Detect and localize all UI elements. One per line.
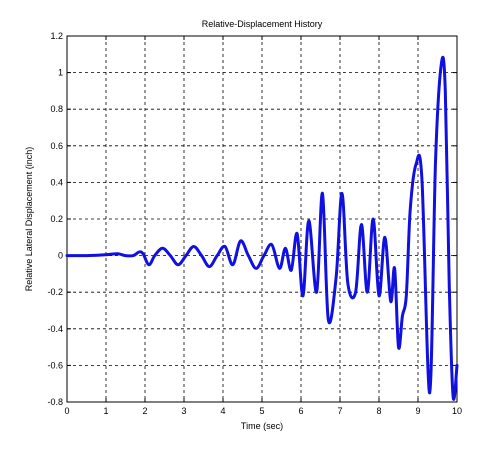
y-tick-label: -0.2 (47, 287, 63, 297)
y-tick-label: 0.4 (50, 177, 63, 187)
x-tick-label: 10 (452, 406, 462, 416)
x-tick-label: 2 (142, 406, 147, 416)
y-tick-label: 0 (58, 251, 63, 261)
x-tick-label: 0 (64, 406, 69, 416)
x-axis-label: Time (sec) (241, 421, 283, 431)
chart-title: Relative-Displacement History (202, 19, 323, 29)
x-tick-label: 3 (181, 406, 186, 416)
y-tick-label: 0.8 (50, 104, 63, 114)
x-tick-label: 7 (337, 406, 342, 416)
y-tick-label: -0.4 (47, 324, 63, 334)
x-tick-label: 4 (220, 406, 225, 416)
y-tick-label: 0.2 (50, 214, 63, 224)
y-tick-label: 1.2 (50, 31, 63, 41)
x-tick-label: 6 (298, 406, 303, 416)
x-tick-label: 1 (103, 406, 108, 416)
y-axis-label: Relative Lateral Displacement (inch) (24, 147, 34, 292)
x-tick-label: 8 (376, 406, 381, 416)
y-tick-label: 1 (58, 68, 63, 78)
y-tick-label: 0.6 (50, 141, 63, 151)
x-tick-label: 5 (259, 406, 264, 416)
y-tick-label: -0.8 (47, 397, 63, 407)
tick-labels: 0 1 2 3 4 5 6 7 8 9 10 1.2 1 0.8 0.6 0.4 0.2 0 -0.2 -0.4 -0.… (47, 31, 462, 416)
series-layer (65, 55, 459, 401)
axis-ticks (66, 35, 458, 403)
displacement-series-line (65, 55, 459, 401)
y-tick-label: -0.6 (47, 360, 63, 370)
x-tick-label: 9 (415, 406, 420, 416)
